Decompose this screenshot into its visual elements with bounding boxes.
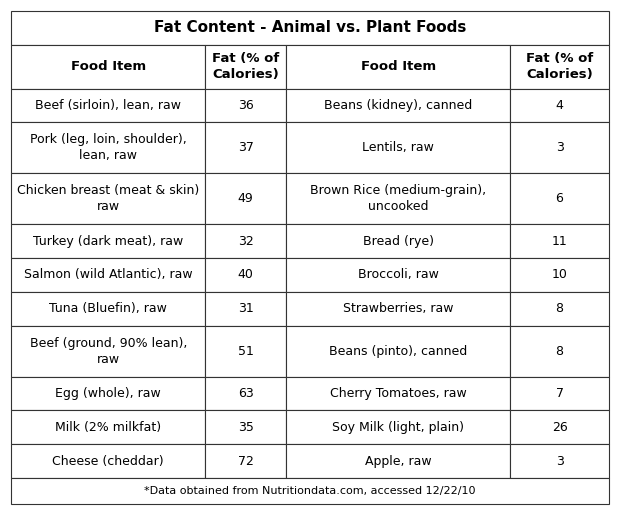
Text: 37: 37 <box>238 141 254 154</box>
Text: Pork (leg, loin, shoulder),
lean, raw: Pork (leg, loin, shoulder), lean, raw <box>30 133 187 162</box>
Text: 26: 26 <box>552 421 567 434</box>
Text: 3: 3 <box>556 141 564 154</box>
Text: Fat Content - Animal vs. Plant Foods: Fat Content - Animal vs. Plant Foods <box>154 21 466 36</box>
Bar <box>11 123 205 174</box>
Text: Turkey (dark meat), raw: Turkey (dark meat), raw <box>33 235 184 248</box>
Text: Food Item: Food Item <box>71 60 146 73</box>
Text: 11: 11 <box>552 235 567 248</box>
Text: 6: 6 <box>556 192 564 205</box>
Bar <box>510 325 609 376</box>
Bar <box>510 224 609 258</box>
Text: *Data obtained from Nutritiondata.com, accessed 12/22/10: *Data obtained from Nutritiondata.com, a… <box>144 486 476 496</box>
Text: 49: 49 <box>238 192 254 205</box>
Bar <box>286 410 510 444</box>
Bar <box>11 410 205 444</box>
Text: 63: 63 <box>238 387 254 400</box>
Bar <box>205 89 286 123</box>
Bar <box>510 444 609 478</box>
Text: Apple, raw: Apple, raw <box>365 455 432 468</box>
Bar <box>510 45 609 89</box>
Text: Fat (% of
Calories): Fat (% of Calories) <box>212 52 280 81</box>
Bar <box>286 258 510 292</box>
Text: 36: 36 <box>238 99 254 112</box>
Bar <box>205 444 286 478</box>
Bar <box>205 410 286 444</box>
Text: Lentils, raw: Lentils, raw <box>362 141 434 154</box>
Text: Beans (kidney), canned: Beans (kidney), canned <box>324 99 472 112</box>
Text: Chicken breast (meat & skin)
raw: Chicken breast (meat & skin) raw <box>17 184 200 213</box>
Bar <box>510 123 609 174</box>
Text: 51: 51 <box>238 345 254 357</box>
Text: Brown Rice (medium-grain),
uncooked: Brown Rice (medium-grain), uncooked <box>310 184 486 213</box>
Bar <box>286 89 510 123</box>
Bar <box>510 376 609 410</box>
Text: Tuna (Bluefin), raw: Tuna (Bluefin), raw <box>50 302 167 315</box>
Bar <box>510 89 609 123</box>
Bar <box>286 123 510 174</box>
Text: 8: 8 <box>556 302 564 315</box>
Text: Broccoli, raw: Broccoli, raw <box>358 268 438 281</box>
Text: 10: 10 <box>552 268 567 281</box>
Bar <box>11 325 205 376</box>
Bar <box>205 224 286 258</box>
Bar <box>11 89 205 123</box>
Text: 72: 72 <box>238 455 254 468</box>
Text: 4: 4 <box>556 99 564 112</box>
Bar <box>510 174 609 224</box>
Bar <box>286 325 510 376</box>
Text: Strawberries, raw: Strawberries, raw <box>343 302 453 315</box>
Text: Salmon (wild Atlantic), raw: Salmon (wild Atlantic), raw <box>24 268 193 281</box>
Text: Bread (rye): Bread (rye) <box>363 235 433 248</box>
Text: Egg (whole), raw: Egg (whole), raw <box>55 387 161 400</box>
Text: Fat (% of
Calories): Fat (% of Calories) <box>526 52 593 81</box>
Text: 3: 3 <box>556 455 564 468</box>
Bar <box>11 11 609 45</box>
Bar <box>205 45 286 89</box>
Text: Beef (ground, 90% lean),
raw: Beef (ground, 90% lean), raw <box>30 337 187 366</box>
Text: Beef (sirloin), lean, raw: Beef (sirloin), lean, raw <box>35 99 181 112</box>
Text: 31: 31 <box>238 302 254 315</box>
Bar <box>510 258 609 292</box>
Bar <box>11 376 205 410</box>
Bar <box>11 45 205 89</box>
Text: 32: 32 <box>238 235 254 248</box>
Bar <box>11 478 609 504</box>
Bar <box>286 444 510 478</box>
Bar <box>286 224 510 258</box>
Text: 8: 8 <box>556 345 564 357</box>
Text: Milk (2% milkfat): Milk (2% milkfat) <box>55 421 161 434</box>
Bar <box>11 224 205 258</box>
Bar <box>205 376 286 410</box>
Text: Beans (pinto), canned: Beans (pinto), canned <box>329 345 467 357</box>
Bar <box>11 258 205 292</box>
Bar <box>11 174 205 224</box>
Text: 35: 35 <box>238 421 254 434</box>
Text: Soy Milk (light, plain): Soy Milk (light, plain) <box>332 421 464 434</box>
Bar <box>286 292 510 325</box>
Bar <box>205 258 286 292</box>
Text: 7: 7 <box>556 387 564 400</box>
Bar <box>11 444 205 478</box>
Text: Cherry Tomatoes, raw: Cherry Tomatoes, raw <box>330 387 466 400</box>
Text: Food Item: Food Item <box>361 60 436 73</box>
Bar <box>11 292 205 325</box>
Bar <box>286 376 510 410</box>
Bar <box>510 410 609 444</box>
Bar <box>286 174 510 224</box>
Bar <box>205 325 286 376</box>
Bar <box>286 45 510 89</box>
Bar <box>510 292 609 325</box>
Text: 40: 40 <box>238 268 254 281</box>
Bar <box>205 174 286 224</box>
Text: Cheese (cheddar): Cheese (cheddar) <box>53 455 164 468</box>
Bar <box>205 292 286 325</box>
Bar <box>205 123 286 174</box>
